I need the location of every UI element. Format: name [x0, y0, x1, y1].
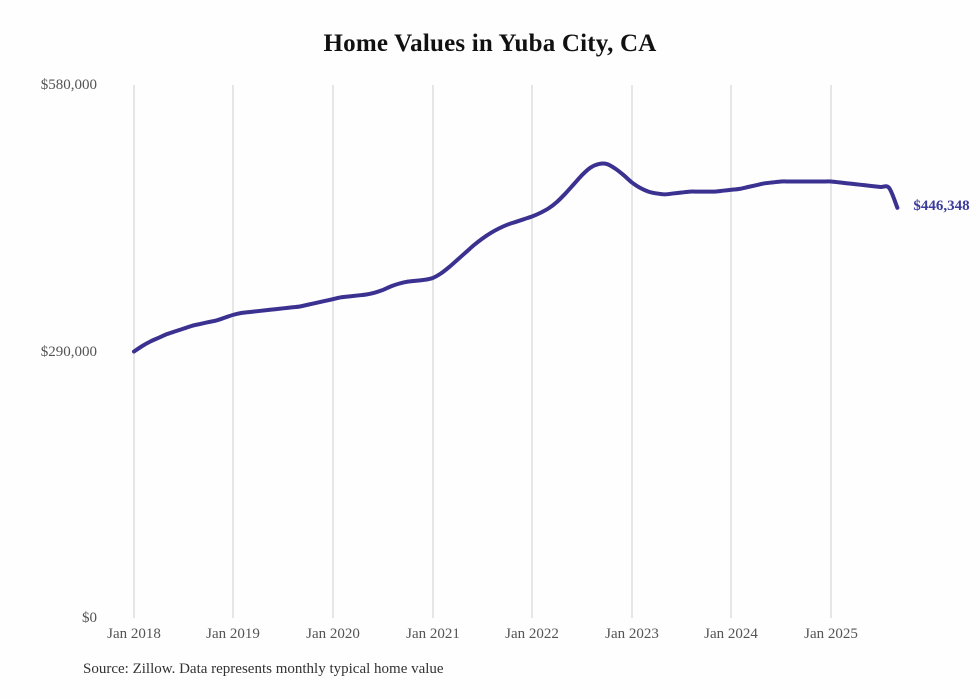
end-value-annotation: $446,348: [913, 197, 970, 214]
series-line-typical-home-value: [132, 161, 900, 354]
x-axis-tick-jan-2024: Jan 2024: [704, 626, 758, 642]
chart-title: Home Values in Yuba City, CA: [323, 30, 657, 57]
y-axis-tick-580000: $580,000: [40, 77, 97, 93]
source-note: Source: Zillow. Data represents monthly …: [83, 661, 444, 677]
y-axis-tick-290000: $290,000: [40, 344, 97, 360]
x-axis-tick-jan-2022: Jan 2022: [505, 626, 559, 642]
y-axis-tick-0: $0: [82, 610, 97, 626]
x-axis-tick-jan-2020: Jan 2020: [306, 626, 360, 642]
x-axis-tick-jan-2019: Jan 2019: [206, 626, 260, 642]
x-axis-tick-jan-2018: Jan 2018: [107, 626, 161, 642]
x-axis-tick-jan-2023: Jan 2023: [605, 626, 659, 642]
x-axis-tick-jan-2021: Jan 2021: [406, 626, 460, 642]
x-axis-tick-jan-2025: Jan 2025: [804, 626, 858, 642]
gridlines: [133, 85, 832, 618]
